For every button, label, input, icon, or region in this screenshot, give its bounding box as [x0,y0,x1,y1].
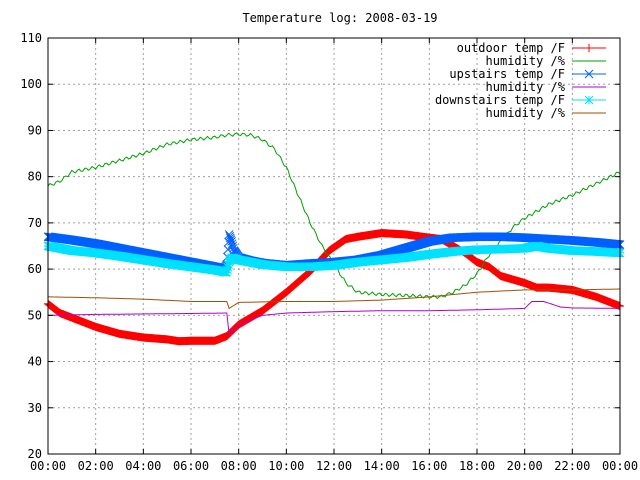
legend-marker [584,95,594,105]
data-point [222,265,232,275]
x-tick-label: 12:00 [316,459,352,473]
plot-series [43,132,625,346]
x-tick-label: 22:00 [554,459,590,473]
legend-marker [584,69,594,79]
x-tick-label: 04:00 [125,459,161,473]
axis-ticks: 00:00 02:00 04:00 06:00 08:00 10:00 12:00 14:00… [20,31,638,473]
x-tick-label: 16:00 [411,459,447,473]
legend-label: humidity /% [486,54,566,68]
data-point [224,260,233,270]
data-point [222,267,232,277]
series-3 [48,301,620,335]
series-4 [43,241,625,277]
legend-label: humidity /% [486,106,566,120]
series-line [47,288,620,310]
legend-label: upstairs temp /F [449,67,565,81]
data-point [223,262,233,272]
y-tick-label: 80 [28,170,42,184]
y-tick-label: 70 [28,216,42,230]
x-tick-label: 14:00 [364,459,400,473]
y-tick-label: 90 [28,123,42,137]
y-tick-label: 110 [20,31,42,45]
series-line [48,301,620,335]
x-tick-label: 18:00 [459,459,495,473]
x-tick-label: 20:00 [507,459,543,473]
chart-title: Temperature log: 2008-03-19 [242,11,437,25]
y-tick-label: 20 [28,447,42,461]
legend-label: outdoor temp /F [457,41,565,55]
x-tick-label: 08:00 [221,459,257,473]
x-tick-label: 10:00 [268,459,304,473]
series-5 [47,288,620,310]
x-tick-label: 06:00 [173,459,209,473]
y-tick-label: 100 [20,77,42,91]
y-tick-label: 50 [28,308,42,322]
x-tick-label: 00:00 [602,459,638,473]
y-tick-label: 40 [28,355,42,369]
legend-label: downstairs temp /F [435,93,565,107]
x-tick-label: 00:00 [30,459,66,473]
data-point [223,245,233,254]
gridlines [48,38,620,454]
x-tick-label: 02:00 [78,459,114,473]
legend-label: humidity /% [486,80,566,94]
legend-marker [585,44,593,52]
y-tick-label: 60 [28,262,42,276]
y-tick-label: 30 [28,401,42,415]
